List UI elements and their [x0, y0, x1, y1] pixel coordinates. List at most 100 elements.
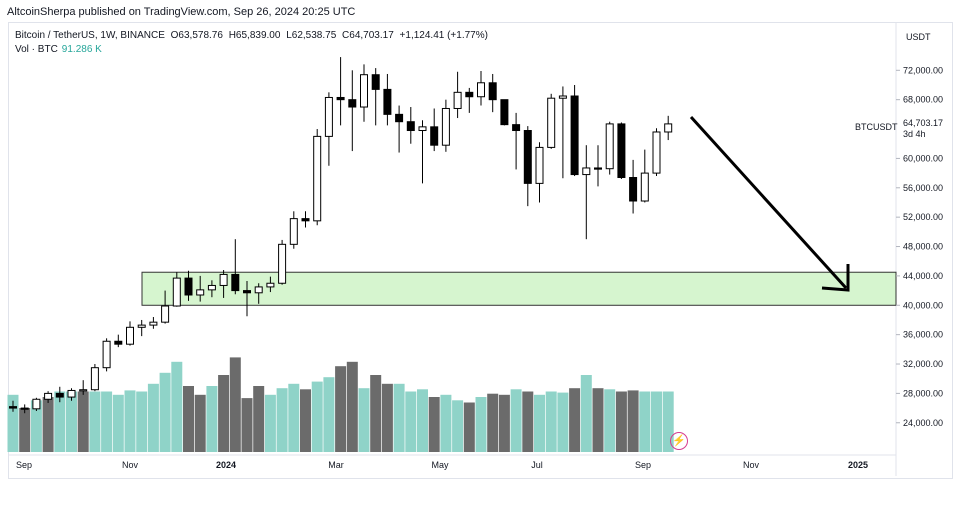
volume-bar	[662, 391, 674, 452]
time-tick-label: Mar	[328, 460, 344, 470]
candle-body	[336, 96, 345, 101]
volume-bar	[112, 394, 124, 452]
support-zone	[141, 271, 897, 306]
time-tick-label: 2025	[848, 460, 868, 470]
candle-body	[441, 107, 450, 146]
volume-bar	[557, 392, 569, 452]
candle-body	[126, 326, 134, 345]
volume-bar	[487, 393, 499, 452]
volume-bar	[428, 397, 440, 452]
candle-body	[640, 172, 649, 202]
volume-label[interactable]: Vol · BTC	[15, 44, 58, 55]
volume-bar	[323, 377, 335, 452]
volume-bar	[358, 388, 370, 452]
candle-body	[278, 243, 287, 284]
price-tick-label: 40,000.00	[903, 300, 943, 310]
candle-body	[652, 131, 661, 174]
candle-body	[348, 99, 357, 108]
volume-bar	[346, 361, 358, 452]
candle-body	[629, 177, 638, 202]
last-price: 64,703.17	[903, 118, 944, 128]
candle-body	[406, 121, 415, 132]
time-tick-label: Nov	[122, 460, 139, 470]
volume-bar	[229, 357, 241, 452]
time-tick-label: Sep	[635, 460, 651, 470]
currency-label[interactable]: USDT	[906, 32, 931, 42]
volume-bar	[276, 388, 288, 452]
ohlc-legend: Bitcoin / TetherUS, 1W, BINANCE O63,578.…	[15, 30, 491, 41]
candle-body	[523, 130, 532, 184]
candle-body	[430, 126, 439, 146]
candle-body	[582, 167, 591, 176]
volume-bar	[651, 391, 662, 452]
candle-body	[570, 95, 579, 176]
volume-bar	[194, 394, 206, 452]
volume-bar	[639, 391, 651, 452]
volume-bar	[615, 391, 627, 452]
volume-bar	[335, 366, 347, 452]
candle-body	[55, 392, 64, 398]
candle-body	[219, 273, 228, 286]
candle-body	[44, 392, 53, 400]
price-tick-label: 60,000.00	[903, 153, 943, 163]
time-tick-label: May	[431, 460, 449, 470]
volume-bar	[253, 386, 265, 452]
volume-bar	[604, 389, 616, 452]
volume-value: 91.286 K	[61, 44, 102, 55]
price-tick-label: 68,000.00	[903, 95, 943, 105]
candle-body	[558, 95, 567, 99]
volume-bar	[381, 383, 393, 452]
candle-body	[477, 82, 485, 98]
volume-bar	[7, 394, 19, 452]
symbol-tag: BTCUSDT	[855, 122, 898, 132]
volume-bar	[136, 391, 148, 452]
candle-body	[512, 124, 521, 132]
candle-body	[90, 367, 99, 391]
volume-bar	[300, 389, 311, 452]
candle-body	[172, 277, 181, 307]
candle-body	[289, 218, 298, 245]
candle-body	[184, 277, 193, 296]
candle-body	[79, 389, 88, 392]
time-tick-label: 2024	[216, 460, 236, 470]
candle-body	[418, 126, 427, 132]
candle-body	[32, 398, 41, 410]
price-tick-label: 72,000.00	[903, 65, 943, 75]
candle-body	[500, 99, 509, 126]
volume-bar	[42, 397, 54, 452]
volume-bar	[580, 375, 592, 452]
volume-bar	[19, 408, 31, 452]
price-tick-label: 32,000.00	[903, 359, 943, 369]
volume-bar	[417, 389, 428, 452]
volume-bar	[405, 391, 417, 452]
candle-body	[137, 324, 146, 328]
volume-bar	[370, 375, 382, 452]
volume-legend: Vol · BTC 91.286 K	[15, 44, 102, 55]
volume-bar	[592, 388, 604, 452]
candle-body	[360, 74, 368, 108]
volume-bar	[206, 386, 218, 452]
symbol-label[interactable]: Bitcoin / TetherUS, 1W, BINANCE	[15, 30, 165, 41]
volume-bar	[311, 381, 323, 452]
candle-body	[243, 290, 251, 294]
candle-body	[20, 407, 29, 410]
lightning-icon[interactable]: ⚡	[670, 432, 688, 450]
volume-bar	[393, 383, 405, 452]
candle-body	[313, 135, 322, 222]
volume-bar	[522, 391, 534, 452]
candle-body	[605, 123, 614, 170]
last-price-box: 64,703.17 3d 4h	[903, 118, 943, 140]
volume-bar	[627, 390, 639, 452]
projection-arrow-head	[821, 264, 850, 292]
volume-bar	[183, 386, 194, 452]
time-tick-label: Nov	[743, 460, 760, 470]
price-tick-label: 28,000.00	[903, 388, 943, 398]
candle-body	[617, 123, 626, 179]
volume-bar	[54, 391, 66, 452]
low-value: L62,538.75	[286, 30, 337, 41]
volume-bar	[159, 372, 171, 452]
volume-bar	[30, 400, 42, 452]
close-value: C64,703.17	[342, 30, 394, 41]
